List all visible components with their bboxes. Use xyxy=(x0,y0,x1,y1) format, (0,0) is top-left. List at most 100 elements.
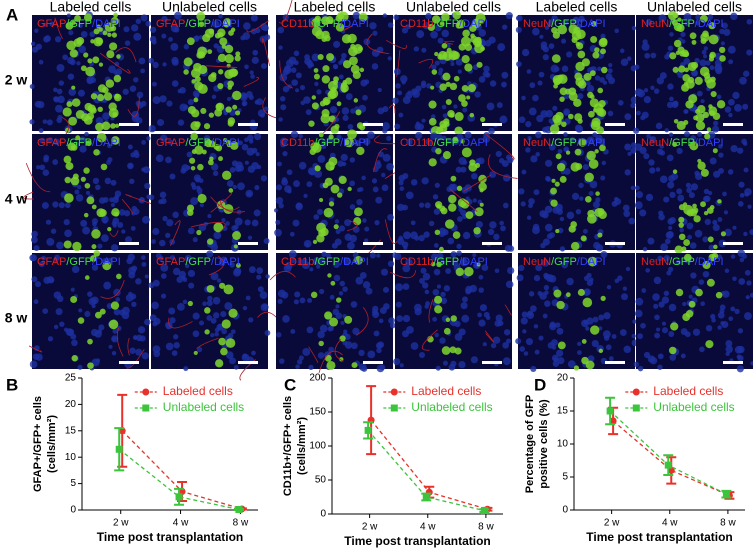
nucleus xyxy=(648,159,655,166)
gfp-cell xyxy=(476,61,483,68)
nucleus xyxy=(211,94,217,100)
nucleus xyxy=(36,165,41,170)
gfp-cell xyxy=(314,15,321,22)
nucleus xyxy=(594,75,601,81)
nucleus xyxy=(717,217,723,222)
gfp-cell xyxy=(461,84,469,92)
gfp-cell xyxy=(324,354,332,362)
nucleus xyxy=(592,316,599,323)
nucleus xyxy=(124,236,133,244)
stain-part: /DAPI xyxy=(92,18,121,30)
nucleus xyxy=(483,311,490,318)
nucleus xyxy=(102,112,110,121)
nucleus xyxy=(53,96,59,102)
nucleus xyxy=(167,139,174,145)
column-header: Unlabeled cells xyxy=(162,0,257,15)
nucleus xyxy=(182,277,188,283)
gfp-cell xyxy=(480,116,486,123)
nucleus xyxy=(56,241,64,250)
nucleus xyxy=(582,163,589,171)
nucleus xyxy=(595,134,603,143)
gfp-cell xyxy=(339,335,346,342)
nucleus xyxy=(127,144,133,150)
nucleus xyxy=(700,99,705,104)
gfp-cell xyxy=(480,46,485,52)
nucleus xyxy=(738,181,745,188)
nucleus xyxy=(177,119,185,126)
y-tick-label: 20 xyxy=(557,373,569,384)
panel-label: D xyxy=(534,375,546,394)
gfp-cell xyxy=(590,35,598,44)
nucleus xyxy=(402,172,409,179)
nucleus xyxy=(365,287,373,295)
nucleus xyxy=(206,250,214,258)
gfp-cell xyxy=(183,57,193,67)
nucleus xyxy=(445,268,452,274)
gfp-cell xyxy=(234,55,241,62)
nucleus xyxy=(664,238,671,245)
nucleus xyxy=(728,59,734,65)
gfp-cell xyxy=(114,211,119,217)
nucleus xyxy=(90,296,99,305)
nucleus xyxy=(309,267,314,272)
nucleus xyxy=(421,177,429,185)
stain-part: /DAPI xyxy=(577,18,606,30)
nucleus xyxy=(141,140,146,145)
gfp-cell xyxy=(224,44,234,54)
gfp-cell xyxy=(552,31,560,39)
gfp-cell xyxy=(103,92,113,101)
gfp-cell xyxy=(565,150,571,155)
nucleus xyxy=(161,15,168,23)
nucleus xyxy=(104,177,112,185)
gfp-cell xyxy=(107,32,112,38)
gfp-cell xyxy=(183,69,189,75)
nucleus xyxy=(487,228,495,236)
nucleus xyxy=(419,202,425,208)
gfp-cell xyxy=(476,262,481,267)
nucleus xyxy=(46,119,53,126)
nucleus xyxy=(378,318,384,324)
gfp-cell xyxy=(116,273,122,280)
nucleus xyxy=(699,59,707,67)
nucleus xyxy=(335,304,340,309)
nucleus xyxy=(526,215,532,220)
nucleus xyxy=(363,137,371,146)
nucleus xyxy=(64,229,72,238)
nucleus xyxy=(641,111,649,119)
nucleus xyxy=(320,139,327,146)
gfp-cell xyxy=(313,68,319,73)
nucleus xyxy=(102,196,109,203)
gfp-cell xyxy=(439,83,447,91)
nucleus xyxy=(53,324,59,330)
gfp-cell xyxy=(588,159,599,169)
gfp-cell xyxy=(220,347,228,356)
nucleus xyxy=(229,357,236,365)
stain-fiber xyxy=(210,196,240,211)
nucleus xyxy=(482,135,491,143)
gfp-cell xyxy=(445,81,451,88)
nucleus xyxy=(159,191,167,199)
nucleus xyxy=(525,121,532,128)
nucleus xyxy=(59,321,65,327)
gfp-cell xyxy=(454,112,464,122)
nucleus xyxy=(504,244,512,252)
nucleus xyxy=(704,218,711,226)
nucleus xyxy=(530,305,537,312)
stain-part: /DAPI xyxy=(92,256,121,268)
nucleus xyxy=(624,169,631,176)
nucleus xyxy=(371,178,378,184)
nucleus xyxy=(601,160,607,166)
gfp-cell xyxy=(461,100,468,107)
nucleus xyxy=(683,58,691,65)
gfp-cell xyxy=(438,50,448,60)
nucleus xyxy=(338,291,344,296)
nucleus xyxy=(340,153,348,162)
nucleus xyxy=(712,219,718,225)
y-tick-label: 20 xyxy=(65,399,77,410)
nucleus xyxy=(410,220,416,226)
nucleus xyxy=(126,257,133,265)
nucleus xyxy=(206,315,213,321)
nucleus xyxy=(425,12,432,20)
nucleus xyxy=(160,293,167,299)
nucleus xyxy=(489,171,497,179)
